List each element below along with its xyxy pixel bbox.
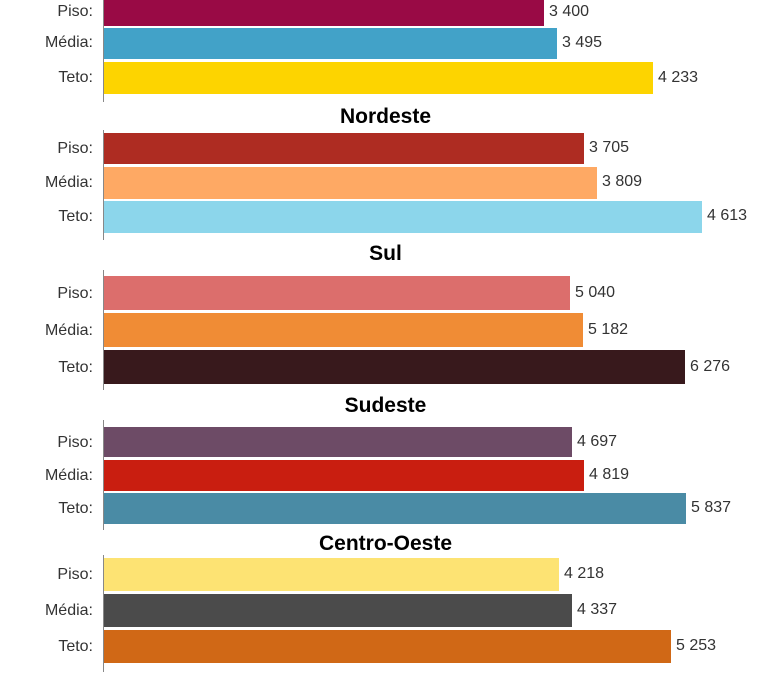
- bar-teto: [104, 630, 671, 663]
- row-label-media: Média:: [44, 322, 93, 339]
- row-label-teto: Teto:: [58, 500, 93, 517]
- value-label-media: 3 809: [602, 173, 643, 190]
- row-label-piso: Piso:: [57, 285, 93, 302]
- row-label-media: Média:: [44, 602, 93, 619]
- row-label-teto: Teto:: [58, 638, 93, 655]
- value-label-teto: 4 613: [707, 207, 748, 224]
- value-label-media: 5 182: [588, 321, 629, 338]
- y-axis-line: [103, 130, 104, 240]
- value-label-teto: 4 233: [658, 69, 699, 86]
- value-label-media: 4 819: [589, 466, 630, 483]
- bar-media: [104, 28, 557, 59]
- bar-media: [104, 594, 572, 627]
- bar-piso: [104, 427, 572, 457]
- value-label-piso: 5 040: [575, 284, 616, 301]
- bar-piso: [104, 558, 559, 591]
- panel-title: Sul: [369, 242, 402, 265]
- row-label-media: Média:: [44, 34, 93, 51]
- bar-teto: [104, 493, 686, 524]
- row-label-teto: Teto:: [58, 208, 93, 225]
- row-label-piso: Piso:: [57, 140, 93, 157]
- value-label-piso: 4 697: [577, 433, 618, 450]
- y-axis-line: [103, 420, 104, 530]
- y-axis-line: [103, 270, 104, 390]
- bar-media: [104, 313, 583, 347]
- row-label-teto: Teto:: [58, 69, 93, 86]
- bar-piso: [104, 133, 584, 164]
- bar-media: [104, 167, 597, 199]
- panel-title: Sudeste: [344, 394, 427, 417]
- row-label-piso: Piso:: [57, 434, 93, 451]
- value-label-teto: 5 837: [691, 499, 732, 516]
- value-label-media: 4 337: [577, 601, 618, 618]
- value-label-teto: 6 276: [690, 358, 731, 375]
- bar-piso: [104, 276, 570, 310]
- value-label-piso: 3 400: [549, 3, 590, 20]
- bar-teto: [104, 350, 685, 384]
- row-label-media: Média:: [44, 174, 93, 191]
- y-axis-line: [103, 555, 104, 672]
- value-label-piso: 4 218: [564, 565, 605, 582]
- bar-media: [104, 460, 584, 491]
- y-axis-line: [103, 0, 104, 102]
- value-label-teto: 5 253: [676, 637, 717, 654]
- value-label-piso: 3 705: [589, 139, 630, 156]
- row-label-piso: Piso:: [57, 566, 93, 583]
- row-label-media: Média:: [44, 467, 93, 484]
- row-label-piso: Piso:: [57, 3, 93, 20]
- value-label-media: 3 495: [562, 34, 603, 51]
- bar-teto: [104, 201, 702, 233]
- row-label-teto: Teto:: [58, 359, 93, 376]
- bar-piso: [104, 0, 544, 26]
- panel-title: Nordeste: [339, 105, 432, 128]
- bar-teto: [104, 62, 653, 94]
- panel-title: Centro-Oeste: [318, 532, 453, 555]
